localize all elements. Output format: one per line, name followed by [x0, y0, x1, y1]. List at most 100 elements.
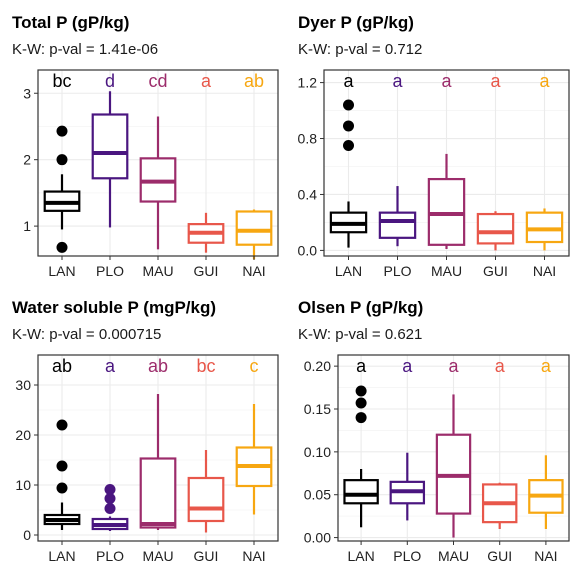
box-iqr — [343, 479, 379, 505]
chart-title: Water soluble P (mgP/kg) — [12, 298, 216, 317]
x-tick-label: NAI — [534, 548, 557, 564]
box-iqr — [427, 177, 466, 246]
box-gui — [187, 212, 225, 253]
boxplot-chart: Dyer P (gP/kg) K-W: p-val = 0.712 0.0 0.4 0.… — [298, 13, 570, 279]
box-iqr — [476, 212, 515, 245]
group-letter: a — [105, 356, 116, 376]
box-iqr — [187, 476, 225, 523]
box-plo — [91, 484, 129, 531]
box-lan — [43, 125, 81, 253]
group-letter: a — [402, 356, 413, 376]
box-plo — [378, 186, 417, 247]
outlier-point — [56, 419, 68, 431]
box-iqr — [525, 211, 564, 244]
group-letter: a — [541, 356, 552, 376]
y-tick-label: 0.00 — [304, 530, 331, 546]
outlier-point — [104, 493, 116, 504]
y-tick-label: 3 — [23, 85, 31, 101]
group-letter: a — [495, 356, 506, 376]
box-plo — [389, 452, 426, 521]
box-lan — [329, 99, 368, 248]
x-tick-label: GUI — [194, 548, 219, 564]
box-mau — [427, 153, 466, 250]
x-tick-label: MAU — [142, 263, 173, 279]
box-mau — [435, 394, 472, 538]
plot-frame — [37, 69, 279, 257]
group-letter: c — [250, 356, 259, 376]
x-tick-label: PLO — [383, 263, 411, 279]
x-tick-label: MAU — [142, 548, 173, 564]
panel-water-soluble-p: Water soluble P (mgP/kg) K-W: p-val = 0.0… — [0, 285, 285, 570]
x-tick-label: LAN — [335, 263, 362, 279]
x-tick-label: GUI — [194, 263, 219, 279]
x-tick-label: LAN — [48, 263, 75, 279]
outlier-point — [355, 385, 367, 397]
box-mau — [139, 116, 177, 250]
y-tick-label: 1.2 — [298, 75, 318, 91]
group-letter: a — [441, 71, 452, 91]
box-lan — [343, 385, 379, 528]
chart-subtitle: K-W: p-val = 0.621 — [298, 326, 422, 343]
x-tick-label: NAI — [533, 263, 556, 279]
y-tick-label: 0.0 — [298, 242, 318, 258]
chart-title: Olsen P (gP/kg) — [298, 298, 423, 317]
box-iqr — [235, 210, 273, 246]
box-iqr — [91, 113, 129, 180]
chart-title: Total P (gP/kg) — [12, 13, 129, 32]
group-letter: cd — [148, 71, 167, 91]
y-tick-label: 0.15 — [304, 401, 331, 417]
box-plo — [91, 91, 129, 228]
group-letter: ab — [244, 71, 264, 91]
y-tick-label: 1 — [23, 218, 31, 234]
y-tick-label: 0 — [23, 527, 31, 543]
boxplot-chart: Total P (gP/kg) K-W: p-val = 1.41e-06 1 2 3 b… — [12, 13, 279, 279]
box-nai — [528, 455, 564, 529]
outlier-point — [343, 120, 354, 132]
y-tick-label: 0.10 — [304, 444, 331, 460]
y-tick-label: 20 — [15, 427, 31, 443]
panel-total-p: Total P (gP/kg) K-W: p-val = 1.41e-06 1 2 3 b… — [0, 0, 285, 285]
x-tick-label: NAI — [242, 548, 265, 564]
group-letter: a — [201, 71, 212, 91]
group-letter: bc — [52, 71, 71, 91]
outlier-point — [56, 241, 68, 253]
group-letter: ab — [52, 356, 72, 376]
x-tick-label: GUI — [487, 548, 512, 564]
group-letter: bc — [196, 356, 215, 376]
y-tick-label: 2 — [23, 152, 31, 168]
y-tick-label: 30 — [15, 377, 31, 393]
chart-subtitle: K-W: p-val = 0.712 — [298, 41, 422, 58]
plot-frame — [337, 354, 570, 542]
x-tick-label: PLO — [96, 548, 124, 564]
outlier-point — [355, 397, 367, 409]
outlier-point — [355, 412, 367, 424]
box-mau — [139, 394, 177, 530]
group-letter: a — [490, 71, 501, 91]
box-nai — [525, 208, 564, 251]
outlier-point — [56, 482, 68, 494]
group-letter: a — [356, 356, 367, 376]
outlier-point — [56, 154, 68, 166]
x-tick-label: LAN — [347, 548, 374, 564]
x-tick-label: MAU — [431, 263, 462, 279]
x-tick-label: PLO — [96, 263, 124, 279]
x-tick-label: GUI — [483, 263, 508, 279]
x-tick-label: MAU — [438, 548, 469, 564]
plot-frame — [323, 69, 570, 257]
box-lan — [43, 419, 81, 530]
chart-subtitle: K-W: p-val = 0.000715 — [12, 326, 161, 343]
group-letter: ab — [148, 356, 168, 376]
outlier-point — [343, 99, 354, 111]
y-tick-label: 0.20 — [304, 358, 331, 374]
boxplot-chart: Water soluble P (mgP/kg) K-W: p-val = 0.0… — [12, 298, 279, 564]
y-tick-label: 0.05 — [304, 487, 331, 503]
y-tick-label: 10 — [15, 477, 31, 493]
group-letter: a — [539, 71, 550, 91]
plot-frame — [37, 354, 279, 542]
group-letter: d — [105, 71, 115, 91]
panel-dyer-p: Dyer P (gP/kg) K-W: p-val = 0.712 0.0 0.4 0.… — [286, 0, 571, 285]
box-gui — [476, 211, 515, 251]
chart-subtitle: K-W: p-val = 1.41e-06 — [12, 41, 158, 58]
x-tick-label: LAN — [48, 548, 75, 564]
outlier-point — [104, 503, 116, 514]
